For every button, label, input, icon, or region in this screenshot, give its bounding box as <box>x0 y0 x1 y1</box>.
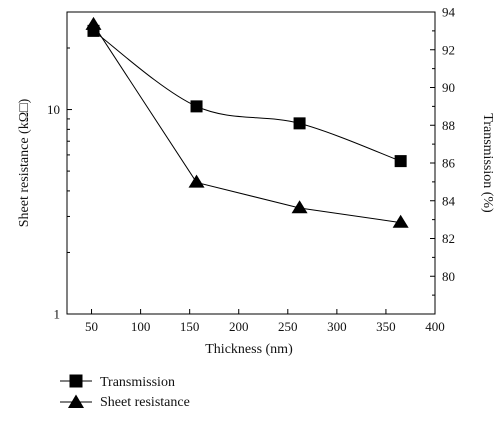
x-tick-label: 300 <box>327 319 347 334</box>
y-right-tick-label: 82 <box>442 231 455 246</box>
y-right-tick-label: 86 <box>442 156 456 171</box>
x-tick-label: 350 <box>376 319 396 334</box>
legend-marker-square <box>69 374 83 388</box>
y-right-tick-label: 88 <box>442 118 455 133</box>
legend-marker-triangle <box>68 394 84 408</box>
x-tick-label: 100 <box>131 319 151 334</box>
plot-frame <box>66 11 436 315</box>
series-line-transmission <box>93 30 401 162</box>
data-point-transmission <box>190 100 203 113</box>
y-axis-left: 1 10 <box>47 11 72 322</box>
y-left-tick-label: 10 <box>47 102 60 117</box>
legend-label-transmission: Transmission <box>100 375 175 390</box>
series-line-sheet-resistance <box>93 24 401 224</box>
y-right-tick-label: 90 <box>442 80 455 95</box>
data-point-sheet-resistance <box>392 214 409 228</box>
x-tick-label: 150 <box>180 319 200 334</box>
x-axis-title: Thickness (nm) <box>205 342 293 357</box>
y-axis-right: 80 82 84 86 88 90 92 94 <box>430 5 456 296</box>
y-right-tick-label: 84 <box>442 193 456 208</box>
legend: Transmission Sheet resistance <box>60 374 190 410</box>
data-point-sheet-resistance <box>188 174 205 188</box>
legend-item-transmission: Transmission <box>60 374 175 390</box>
data-point-sheet-resistance <box>85 16 102 30</box>
data-point-sheet-resistance <box>291 200 308 214</box>
y-axis-left-title: Sheet resistance (kΩ□) <box>17 98 32 227</box>
y-right-tick-label: 80 <box>442 269 455 284</box>
legend-item-sheet-resistance: Sheet resistance <box>60 394 190 410</box>
y-left-tick-label: 1 <box>54 307 61 322</box>
data-point-transmission <box>394 155 407 168</box>
y-axis-right-title: Transmission (%) <box>480 113 495 213</box>
x-tick-label: 400 <box>425 319 445 334</box>
x-axis: 50 100 150 200 250 300 350 400 <box>85 309 445 334</box>
x-tick-label: 250 <box>278 319 298 334</box>
data-point-transmission <box>293 117 306 130</box>
plot-frame-rect <box>66 11 436 315</box>
y-right-tick-label: 94 <box>442 5 456 20</box>
y-right-tick-label: 92 <box>442 42 455 57</box>
x-tick-label: 200 <box>229 319 249 334</box>
series-layer <box>85 16 409 228</box>
x-tick-label: 50 <box>85 319 98 334</box>
legend-label-sheet-resistance: Sheet resistance <box>100 395 190 410</box>
